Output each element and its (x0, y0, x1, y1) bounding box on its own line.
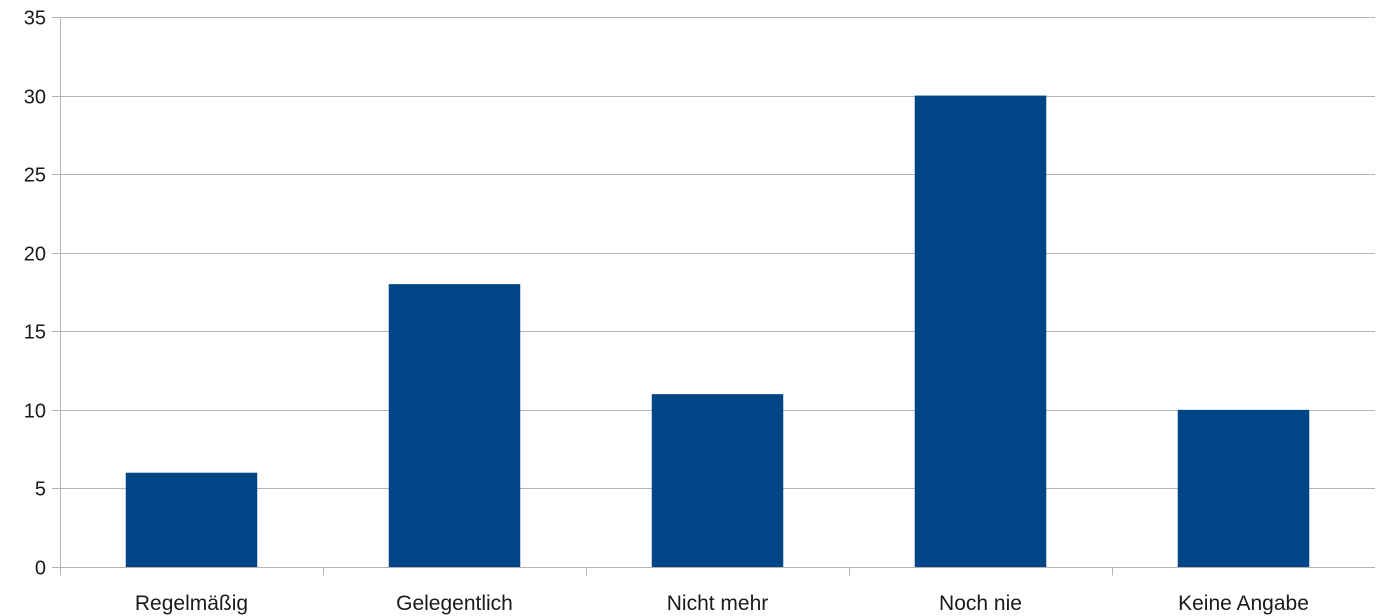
x-category-label-2: Gelegentlich (396, 592, 513, 615)
y-tick-label-25: 25 (24, 165, 46, 187)
bar-3 (651, 394, 784, 567)
y-tick-label-30: 30 (24, 87, 46, 109)
y-tick-label-10: 10 (24, 401, 46, 423)
bar-4 (914, 95, 1047, 568)
x-category-labels: Regelmäßig Gelegentlich Nicht mehr Noch nie… (135, 592, 1309, 615)
y-tick-label-15: 15 (24, 322, 46, 344)
x-category-label-1: Regelmäßig (135, 592, 248, 615)
x-category-label-5: Keine Angabe (1178, 592, 1309, 615)
bars (125, 95, 1310, 568)
y-tick-label-35: 35 (24, 8, 46, 30)
y-tick-label-0: 0 (35, 558, 46, 580)
axes (52, 17, 1375, 576)
x-category-label-4: Noch nie (939, 592, 1022, 615)
gridlines (60, 17, 1375, 489)
x-category-label-3: Nicht mehr (667, 592, 769, 615)
y-tick-labels: 0 5 10 15 20 25 30 35 (24, 8, 46, 580)
y-tick-label-5: 5 (35, 479, 46, 501)
bar-5 (1177, 409, 1310, 567)
y-tick-label-20: 20 (24, 244, 46, 266)
bar-2 (388, 284, 521, 567)
bar-1 (125, 472, 258, 567)
